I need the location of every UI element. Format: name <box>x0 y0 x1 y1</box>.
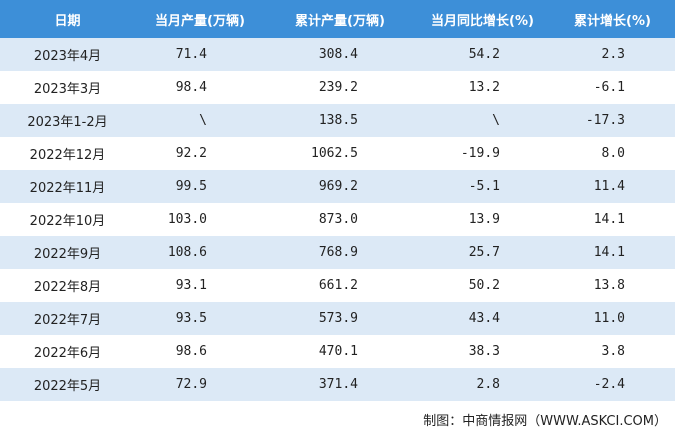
table-cell: 11.4 <box>550 170 675 203</box>
data-table: 日期 当月产量(万辆) 累计产量(万辆) 当月同比增长(%) 累计增长(%) 2023年… <box>0 0 675 401</box>
table-cell: 93.5 <box>135 302 265 335</box>
table-cell: 92.2 <box>135 137 265 170</box>
table-cell: 108.6 <box>135 236 265 269</box>
table-cell: -2.4 <box>550 368 675 401</box>
table-cell: 3.8 <box>550 335 675 368</box>
header-cell: 累计增长(%) <box>550 0 675 38</box>
table-cell: 98.6 <box>135 335 265 368</box>
table-cell: 573.9 <box>265 302 415 335</box>
table-cell: -5.1 <box>415 170 550 203</box>
table-cell: 71.4 <box>135 38 265 71</box>
table-cell: 2022年8月 <box>0 269 135 302</box>
table-cell: 371.4 <box>265 368 415 401</box>
table-cell: 54.2 <box>415 38 550 71</box>
table-cell: 2023年3月 <box>0 71 135 104</box>
table-cell: 13.2 <box>415 71 550 104</box>
table-cell: 14.1 <box>550 203 675 236</box>
header-cell: 日期 <box>0 0 135 38</box>
table-cell: 2.3 <box>550 38 675 71</box>
table-cell: 8.0 <box>550 137 675 170</box>
table-row: 2022年5月 72.9 371.4 2.8 -2.4 <box>0 368 675 401</box>
table-cell: \ <box>135 104 265 137</box>
table-row: 2022年10月 103.0 873.0 13.9 14.1 <box>0 203 675 236</box>
table-body: 2023年4月 71.4 308.4 54.2 2.3 2023年3月 98.4 239.2 1… <box>0 38 675 401</box>
table-cell: 2022年9月 <box>0 236 135 269</box>
table-cell: 2023年1-2月 <box>0 104 135 137</box>
table-cell: -19.9 <box>415 137 550 170</box>
table-cell: 2022年11月 <box>0 170 135 203</box>
table-cell: 308.4 <box>265 38 415 71</box>
source-note: 制图：中商情报网（WWW.ASKCI.COM） <box>423 414 667 429</box>
table-cell: 14.1 <box>550 236 675 269</box>
table-cell: 873.0 <box>265 203 415 236</box>
table-cell: 13.9 <box>415 203 550 236</box>
table-cell: \ <box>415 104 550 137</box>
table-row: 2022年8月 93.1 661.2 50.2 13.8 <box>0 269 675 302</box>
table-row: 2022年6月 98.6 470.1 38.3 3.8 <box>0 335 675 368</box>
table-row: 2022年9月 108.6 768.9 25.7 14.1 <box>0 236 675 269</box>
table-row: 2022年11月 99.5 969.2 -5.1 11.4 <box>0 170 675 203</box>
header-cell: 当月产量(万辆) <box>135 0 265 38</box>
table-cell: 2022年5月 <box>0 368 135 401</box>
table-cell: -17.3 <box>550 104 675 137</box>
table-cell: 50.2 <box>415 269 550 302</box>
table-cell: 2022年7月 <box>0 302 135 335</box>
table-cell: 25.7 <box>415 236 550 269</box>
table-cell: 2022年12月 <box>0 137 135 170</box>
table-cell: 239.2 <box>265 71 415 104</box>
table-cell: 38.3 <box>415 335 550 368</box>
table-cell: 11.0 <box>550 302 675 335</box>
table-cell: 13.8 <box>550 269 675 302</box>
table-row: 2023年1-2月 \ 138.5 \ -17.3 <box>0 104 675 137</box>
header-row: 日期 当月产量(万辆) 累计产量(万辆) 当月同比增长(%) 累计增长(%) <box>0 0 675 38</box>
table-cell: 103.0 <box>135 203 265 236</box>
table-cell: 661.2 <box>265 269 415 302</box>
table-cell: 99.5 <box>135 170 265 203</box>
table-row: 2022年7月 93.5 573.9 43.4 11.0 <box>0 302 675 335</box>
table-cell: 138.5 <box>265 104 415 137</box>
table-row: 2022年12月 92.2 1062.5 -19.9 8.0 <box>0 137 675 170</box>
table-cell: 969.2 <box>265 170 415 203</box>
table-cell: -6.1 <box>550 71 675 104</box>
table-cell: 93.1 <box>135 269 265 302</box>
table-cell: 2023年4月 <box>0 38 135 71</box>
table-cell: 98.4 <box>135 71 265 104</box>
table-cell: 2022年6月 <box>0 335 135 368</box>
table-row: 2023年3月 98.4 239.2 13.2 -6.1 <box>0 71 675 104</box>
table-cell: 470.1 <box>265 335 415 368</box>
header-cell: 当月同比增长(%) <box>415 0 550 38</box>
table-cell: 2022年10月 <box>0 203 135 236</box>
table-row: 2023年4月 71.4 308.4 54.2 2.3 <box>0 38 675 71</box>
table-cell: 2.8 <box>415 368 550 401</box>
table-cell: 43.4 <box>415 302 550 335</box>
table-cell: 1062.5 <box>265 137 415 170</box>
header-cell: 累计产量(万辆) <box>265 0 415 38</box>
table-cell: 72.9 <box>135 368 265 401</box>
table-cell: 768.9 <box>265 236 415 269</box>
